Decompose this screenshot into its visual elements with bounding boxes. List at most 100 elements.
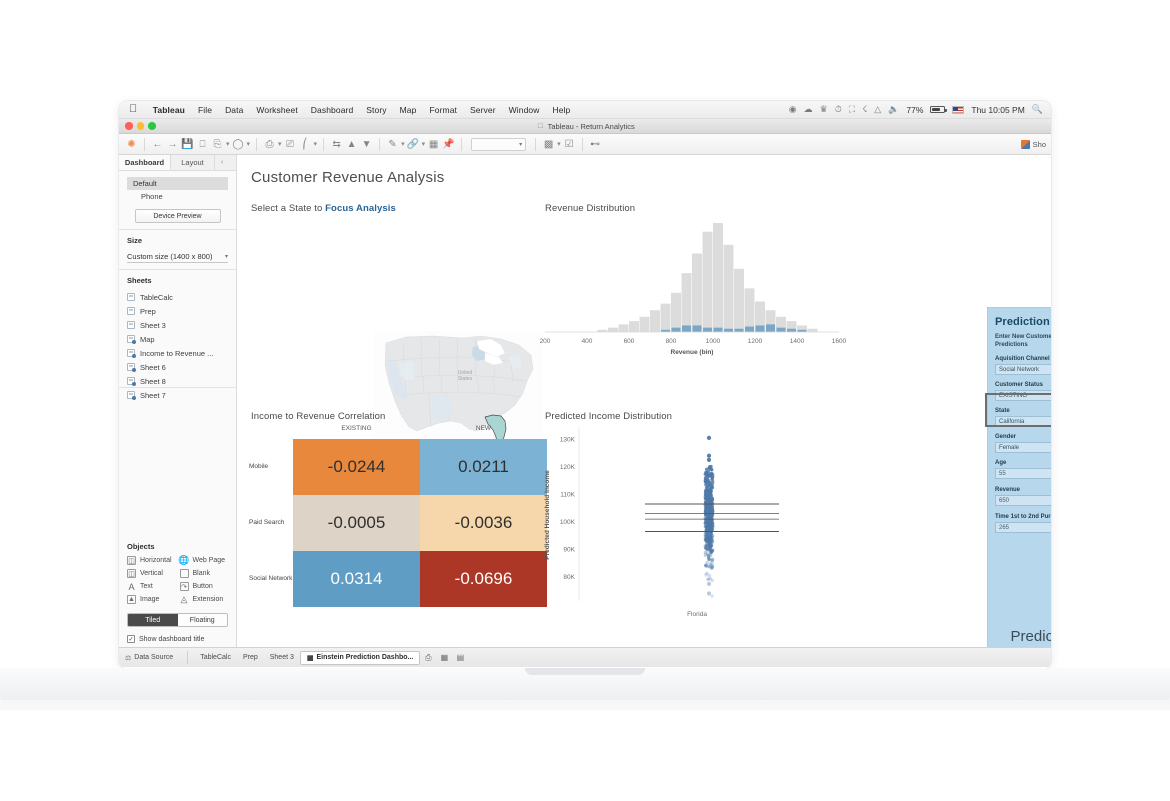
scatter-point[interactable]	[706, 507, 711, 512]
histogram-bar-highlighted[interactable]	[713, 327, 723, 332]
histogram-bar[interactable]	[629, 321, 639, 332]
scatter-point[interactable]	[704, 508, 708, 513]
scatter-point[interactable]	[706, 564, 710, 569]
scatter-point[interactable]	[704, 539, 709, 543]
size-dropdown[interactable]: Custom size (1400 x 800) ▾	[127, 250, 228, 263]
cloud-icon[interactable]: ☁	[803, 104, 813, 114]
refresh-dropdown-caret-icon[interactable]: ▾	[226, 141, 230, 148]
scatter-point[interactable]	[708, 472, 713, 476]
scatter-point[interactable]	[709, 531, 714, 535]
histogram-bar[interactable]	[797, 325, 807, 332]
show-labels-icon[interactable]: ▦	[428, 138, 439, 150]
group-members-icon[interactable]: 🔗	[406, 138, 420, 150]
scatter-point[interactable]	[709, 534, 713, 539]
histogram-bar[interactable]	[692, 253, 702, 332]
scatter-point[interactable]	[707, 557, 711, 562]
scatter-point[interactable]	[708, 537, 712, 541]
scatter-point[interactable]	[707, 545, 712, 549]
scatter-point[interactable]	[704, 542, 709, 547]
swap-rows-columns-icon[interactable]: ⇆	[332, 138, 341, 150]
input-language-flag-icon[interactable]	[952, 105, 965, 114]
object-extension[interactable]: ◬ Extension	[180, 594, 229, 604]
scatter-point[interactable]	[704, 543, 708, 547]
histogram-bar[interactable]	[744, 288, 755, 332]
histogram-bar-highlighted[interactable]	[671, 327, 681, 332]
object-image[interactable]: ▲ Image	[127, 595, 176, 604]
bluetooth-icon[interactable]: ☇	[862, 104, 868, 114]
menu-item-data[interactable]: Data	[216, 104, 243, 115]
sheet-tab-einstein-prediction-dashboard[interactable]: ▦ Einstein Prediction Dashbo...	[299, 650, 421, 665]
show-dashboard-title-checkbox[interactable]: ✓	[127, 635, 135, 643]
histogram-bar[interactable]	[639, 316, 650, 332]
scatter-point[interactable]	[704, 494, 709, 499]
histogram-bar[interactable]	[786, 321, 797, 332]
scatter-point[interactable]	[707, 539, 712, 544]
scatter-point[interactable]	[703, 550, 708, 555]
heatmap-cell[interactable]: -0.0036	[420, 495, 547, 551]
scatter-point[interactable]	[709, 526, 714, 530]
scatter-point[interactable]	[705, 538, 709, 542]
scatter-point[interactable]	[704, 573, 708, 577]
scatter-point[interactable]	[707, 541, 712, 545]
highlight-caret-icon[interactable]: ▾	[401, 141, 405, 148]
histogram-bar-highlighted[interactable]	[745, 326, 754, 332]
scatter-point[interactable]	[709, 532, 713, 536]
pause-updates-icon[interactable]: ◯	[232, 138, 244, 150]
fix-axes-icon[interactable]: 📌	[442, 138, 455, 150]
slider-row-time-to-purchase[interactable]: 265 ‹ ›	[995, 522, 1051, 533]
scatter-point[interactable]	[704, 513, 708, 517]
menu-item-worksheet[interactable]: Worksheet	[248, 104, 297, 115]
histogram-bar[interactable]	[650, 310, 660, 332]
menu-item-story[interactable]: Story	[358, 104, 386, 115]
scatter-point[interactable]	[705, 547, 710, 551]
us-map[interactable]: United States Mexico © 2021 Mapbox © Ope…	[373, 331, 543, 449]
scatter-point[interactable]	[704, 499, 709, 503]
histogram-bar-highlighted[interactable]	[692, 325, 702, 332]
share-icon[interactable]: ⊷	[590, 138, 601, 150]
scatter-point[interactable]	[706, 548, 710, 552]
presentation-mode-icon[interactable]: ▩	[543, 138, 554, 150]
sheet-item-sheet8[interactable]: Sheet 8	[127, 374, 228, 388]
scatter-point[interactable]	[711, 557, 715, 561]
scatter-point[interactable]	[710, 564, 715, 568]
scatter-point[interactable]	[706, 536, 711, 541]
heatmap-chart[interactable]: EXISTING NEW Mobile -0.0244 0.0211 Paid …	[247, 425, 547, 615]
scatter-point[interactable]	[709, 492, 713, 496]
new-dashboard-icon[interactable]: ▦	[440, 653, 449, 662]
scatter-point[interactable]	[710, 535, 714, 540]
scatter-point[interactable]	[704, 563, 708, 568]
histogram-bar[interactable]	[734, 268, 744, 332]
menu-item-window[interactable]: Window	[500, 104, 540, 115]
sheet-item-prep[interactable]: Prep	[127, 304, 228, 318]
menu-item-help[interactable]: Help	[544, 104, 570, 115]
heatmap-cell[interactable]: 0.0211	[420, 439, 547, 495]
scatter-point[interactable]	[708, 540, 713, 545]
scatter-point[interactable]	[706, 544, 711, 549]
data-source-tab[interactable]: ⚖ Data Source	[123, 654, 181, 662]
scatter-point[interactable]	[704, 467, 709, 471]
scatter-point[interactable]	[709, 550, 713, 555]
scatter-point[interactable]	[709, 544, 713, 548]
sort-descending-icon[interactable]: ▼	[361, 138, 372, 150]
sheet-item-income-to-revenue[interactable]: Income to Revenue ...	[127, 346, 228, 360]
maximize-window-button[interactable]	[148, 122, 156, 130]
scatter-chart[interactable]: 130K 120K 110K 100K 90K 80K Florida Predicted…	[537, 423, 847, 623]
scatter-point[interactable]	[708, 535, 712, 539]
scatter-point[interactable]	[710, 549, 715, 553]
scatter-point[interactable]	[706, 556, 711, 560]
histogram-bar[interactable]	[702, 231, 713, 332]
forward-arrow-icon[interactable]: →	[167, 138, 178, 150]
show-me-button[interactable]: Sho	[1020, 139, 1048, 149]
menu-item-map[interactable]: Map	[391, 104, 417, 115]
scatter-point[interactable]	[704, 538, 709, 543]
sheet-item-sheet3[interactable]: Sheet 3	[127, 318, 228, 332]
save-icon[interactable]: 💾	[181, 138, 194, 150]
select-customer-status[interactable]: EXISTING ▾	[995, 390, 1051, 401]
clear-sheet-icon[interactable]: ⎛	[302, 138, 308, 150]
slider-row-revenue[interactable]: 650	[995, 495, 1051, 506]
sheet-tab-prep[interactable]: Prep	[242, 654, 258, 661]
histogram-bar[interactable]	[807, 328, 818, 332]
scatter-point[interactable]	[707, 547, 712, 551]
sheet-item-map[interactable]: Map	[127, 332, 228, 346]
tiled-button[interactable]: Tiled	[128, 614, 178, 626]
